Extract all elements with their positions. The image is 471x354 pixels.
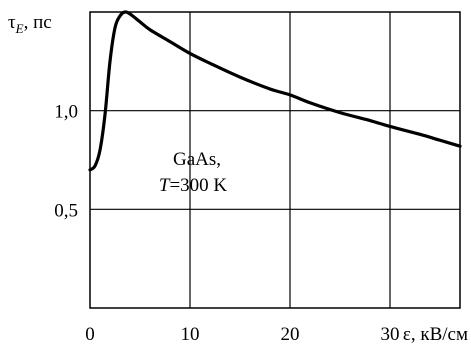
x-tick-label: 10: [181, 324, 200, 345]
x-tick-label: 30: [381, 324, 400, 345]
tick-labels: 0 10 20 30 0,5 1,0: [54, 102, 399, 345]
plot-frame: [89, 11, 461, 309]
y-tick-label: 0,5: [54, 200, 78, 221]
annotation-temperature-value: =300 K: [169, 175, 227, 196]
y-axis-label: τE, пс: [8, 12, 52, 36]
y-tick-label: 1,0: [54, 102, 78, 123]
y-axis-label-subscript: E: [15, 21, 24, 36]
y-axis-label-unit: , пс: [24, 12, 52, 33]
series-line: [88, 10, 462, 172]
annotation-material: GaAs,: [173, 149, 221, 170]
x-axis-label: ε, кВ/см: [403, 324, 468, 345]
grid: [90, 12, 460, 308]
annotation-temperature-symbol: T: [159, 175, 171, 196]
y-axis-label-symbol: τ: [8, 12, 16, 33]
annotation-temperature: T=300 K: [159, 175, 228, 196]
x-tick-label: 20: [281, 324, 300, 345]
x-tick-label: 0: [85, 324, 95, 345]
